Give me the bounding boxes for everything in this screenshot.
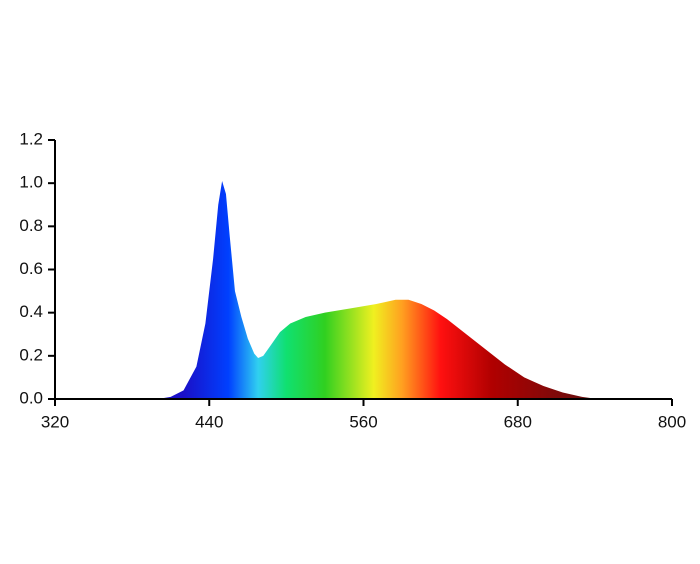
- spectrum-area: [157, 181, 598, 399]
- x-tick-label: 440: [195, 412, 223, 431]
- y-tick-label: 1.2: [19, 129, 43, 148]
- y-tick-label: 0.0: [19, 388, 43, 407]
- y-tick-label: 0.6: [19, 259, 43, 278]
- x-tick-label: 680: [504, 412, 532, 431]
- y-tick-label: 0.2: [19, 345, 43, 364]
- x-tick-label: 320: [41, 412, 69, 431]
- x-tick-label: 800: [658, 412, 686, 431]
- x-tick-label: 560: [349, 412, 377, 431]
- y-tick-label: 1.0: [19, 173, 43, 192]
- y-tick-label: 0.4: [19, 302, 43, 321]
- y-tick-label: 0.8: [19, 216, 43, 235]
